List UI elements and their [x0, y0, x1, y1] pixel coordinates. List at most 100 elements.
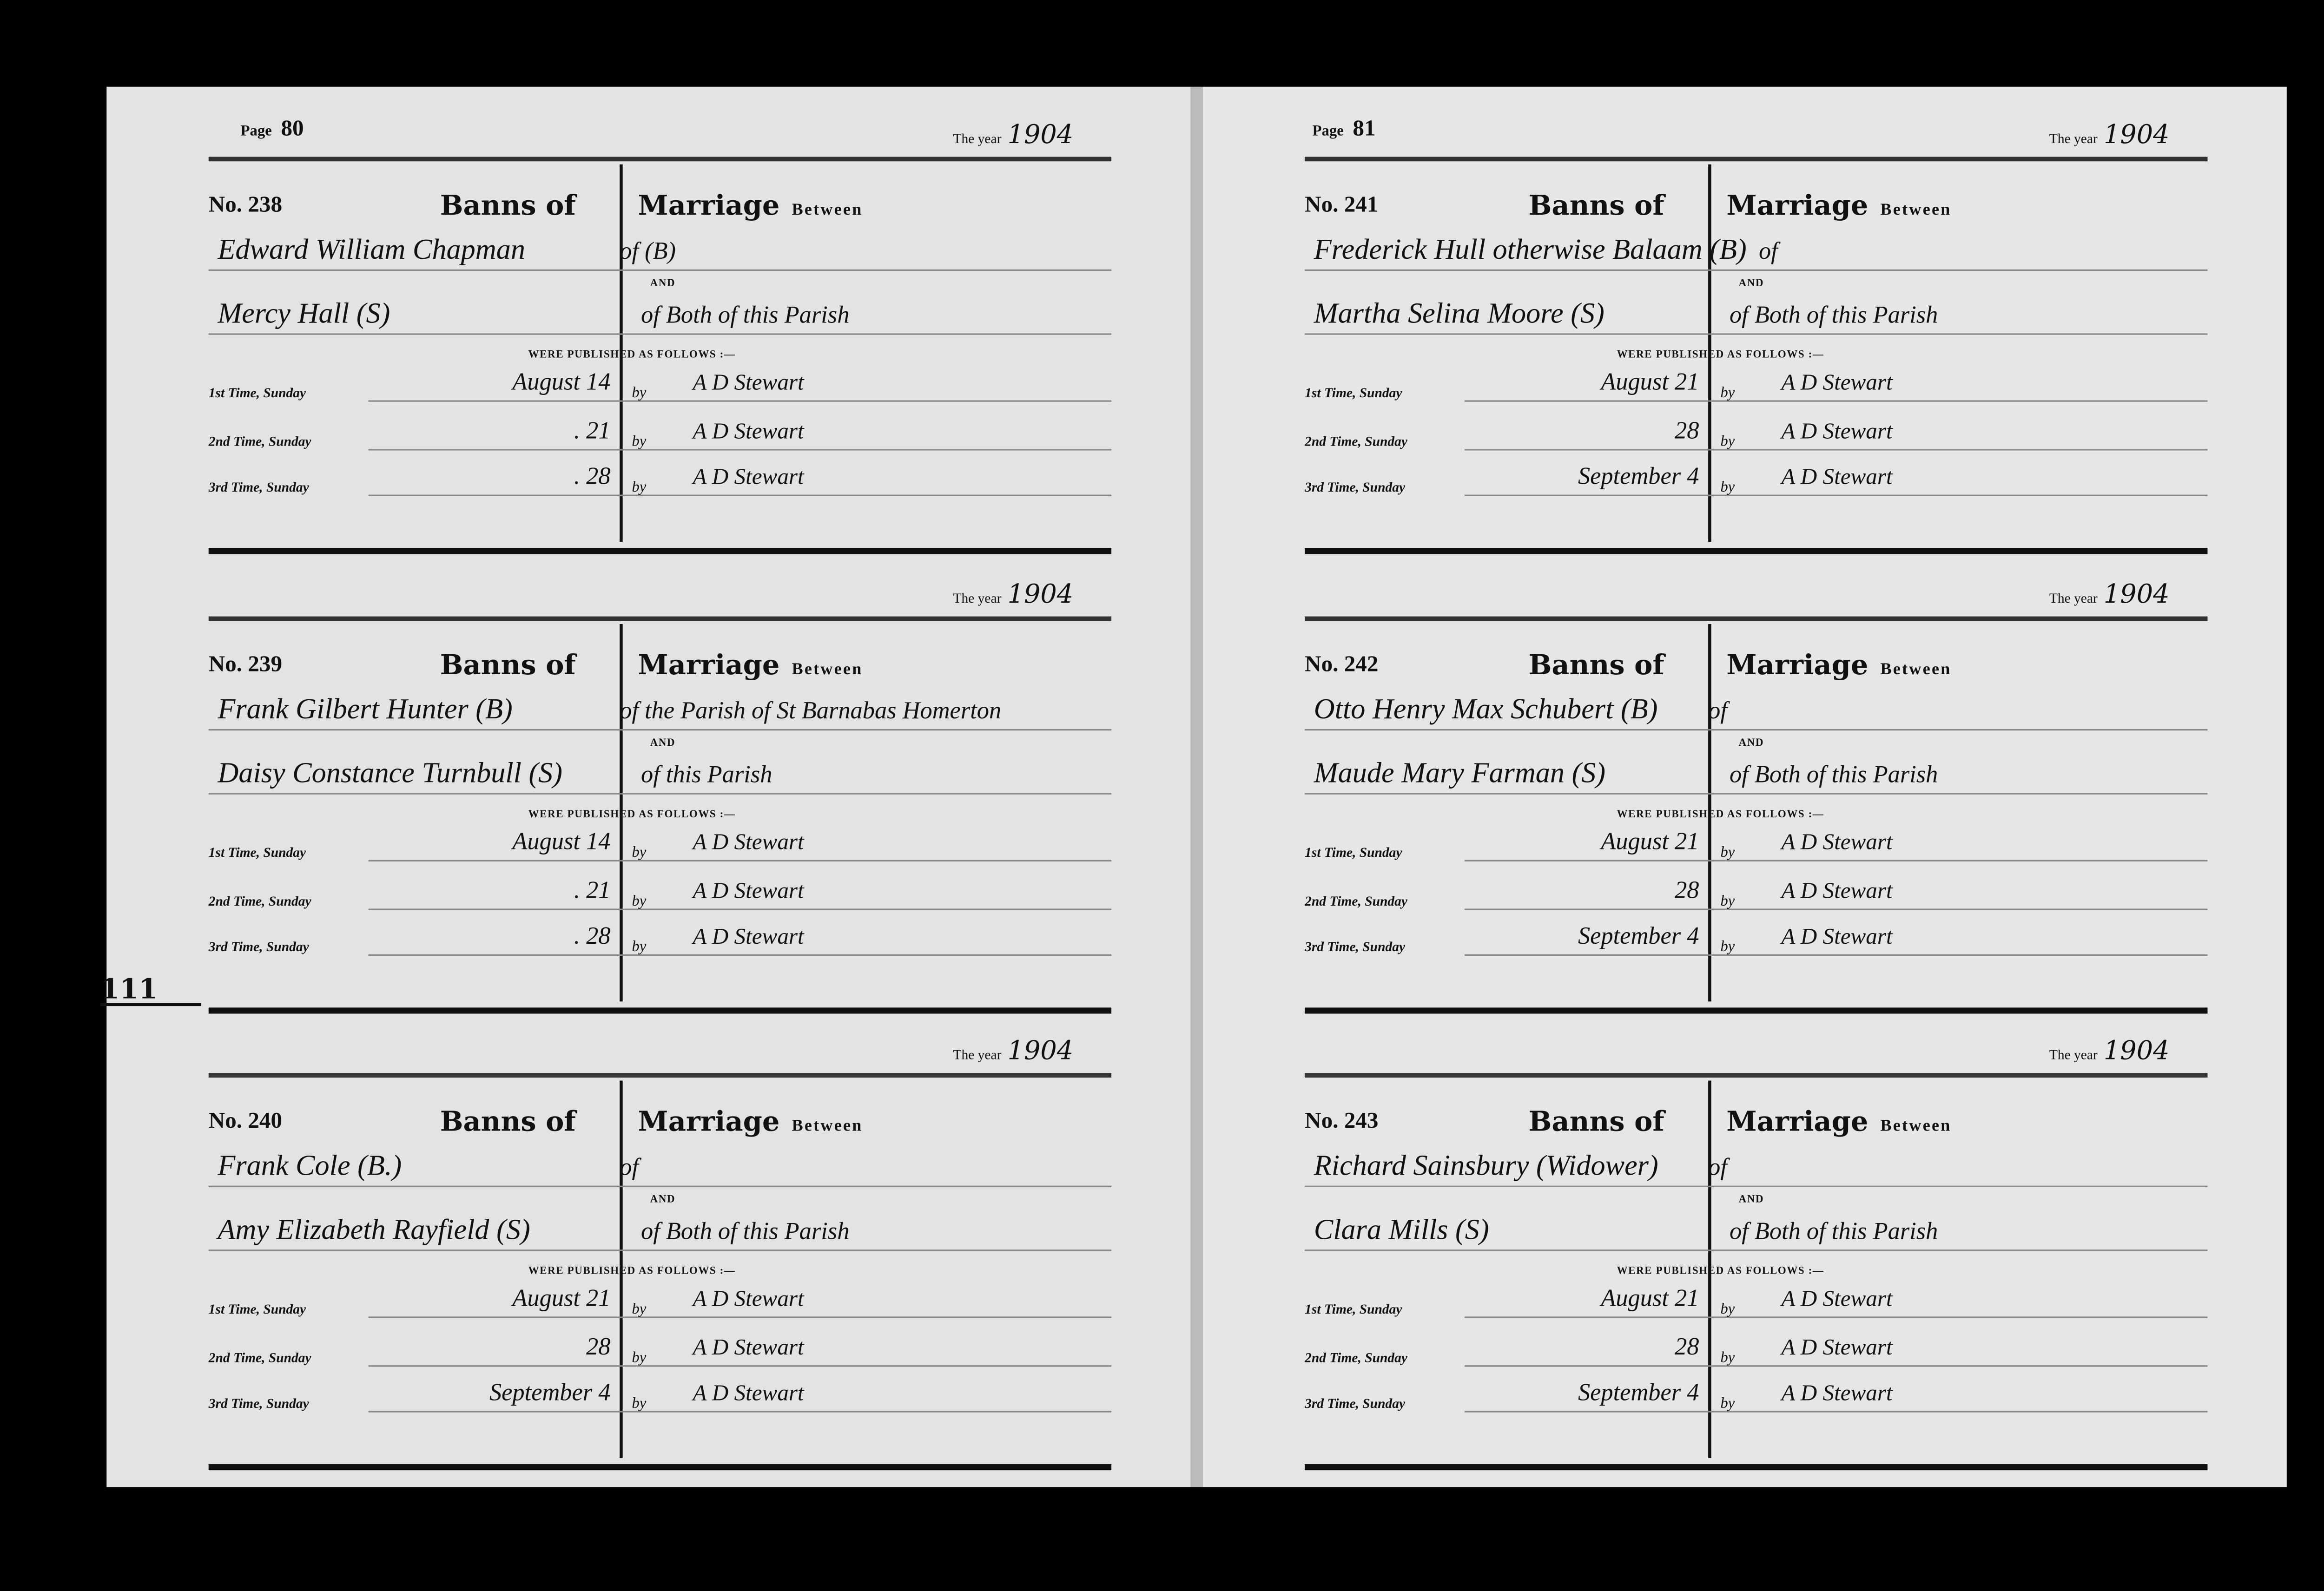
time-line [1465, 1365, 2208, 1367]
by-label: by [1720, 385, 1735, 402]
name-line [208, 269, 1112, 271]
book-spine [1190, 86, 1203, 1487]
officiant-name: A D Stewart [693, 1382, 804, 1407]
publication-date: August 21 [1601, 1286, 1699, 1312]
time-label: 1st Time, Sunday [208, 844, 306, 860]
and-label: AND [650, 1193, 676, 1206]
marriage-label: Marriage [1726, 1106, 1868, 1139]
by-label: by [632, 1301, 647, 1318]
time-label: 3rd Time, Sunday [208, 1395, 309, 1411]
and-label: AND [650, 736, 676, 749]
time-line [368, 1411, 1112, 1413]
time-line [368, 400, 1112, 402]
officiant-name: A D Stewart [1781, 925, 1893, 950]
and-label: AND [1738, 277, 1764, 289]
page-number: Page 80 [241, 117, 304, 143]
year-value: 1904 [1007, 120, 1074, 151]
banns-of-heading: Banns of [440, 650, 576, 682]
officiant-name: A D Stewart [1781, 831, 1893, 855]
by-label: by [632, 893, 647, 910]
between-label: Between [1880, 1117, 1952, 1136]
bride-parish: of Both of this Parish [640, 1219, 850, 1245]
between-label: Between [1880, 201, 1952, 219]
marriage-heading: Marriage Between [638, 1106, 863, 1138]
banns-of-heading: Banns of [1528, 1106, 1664, 1139]
top-rule [208, 1073, 1112, 1078]
entry-number: No. 240 [208, 1109, 283, 1134]
year-label: The year [953, 590, 1002, 606]
top-rule [1305, 1073, 2208, 1078]
time-line [1465, 908, 2208, 910]
year-label: The year [953, 1047, 1002, 1063]
time-line [1465, 400, 2208, 402]
column-divider [1708, 624, 1711, 1002]
and-label: AND [1738, 736, 1764, 749]
between-label: Between [792, 201, 863, 219]
by-label: by [1720, 1395, 1735, 1413]
between-label: Between [792, 660, 863, 679]
publication-date: . 28 [574, 464, 611, 490]
groom-row: Richard Sainsbury (Widower) of [1314, 1151, 1727, 1184]
year-line: The year 1904 [2049, 580, 2170, 611]
banns-entry: The year 1904 No. 238 Banns of Marriage Betwe… [208, 120, 1112, 613]
by-label: by [1720, 434, 1735, 451]
margin-mark: 111 [100, 974, 158, 1006]
entry-number: No. 238 [208, 193, 283, 218]
officiant-name: A D Stewart [1781, 420, 1893, 445]
time-line [368, 954, 1112, 956]
by-label: by [632, 1350, 647, 1367]
column-divider [1708, 1080, 1711, 1458]
marriage-label: Marriage [1726, 190, 1868, 223]
by-label: by [632, 939, 647, 956]
year-line: The year 1904 [2049, 120, 2170, 151]
published-label: WERE PUBLISHED AS FOLLOWS :— [1617, 1264, 1824, 1277]
publication-date: September 4 [1578, 464, 1699, 490]
officiant-name: A D Stewart [1781, 1336, 1893, 1361]
time-label: 3rd Time, Sunday [1305, 1395, 1406, 1411]
name-line [208, 1185, 1112, 1187]
bride-row: Martha Selina Moore (S) of Both of this P… [1314, 298, 1938, 332]
groom-row: Otto Henry Max Schubert (B) of [1314, 694, 1727, 728]
name-line [1305, 793, 2208, 795]
top-rule [208, 616, 1112, 621]
officiant-name: A D Stewart [693, 420, 804, 445]
page-label: Page [1312, 123, 1344, 140]
officiant-name: A D Stewart [693, 880, 804, 904]
name-line [1305, 269, 2208, 271]
officiant-name: A D Stewart [693, 831, 804, 855]
year-value: 1904 [2103, 120, 2170, 151]
publication-date: 28 [1675, 1335, 1699, 1361]
entry-number: No. 243 [1305, 1109, 1379, 1134]
time-label: 2nd Time, Sunday [208, 893, 311, 909]
banns-entry: The year 1904 No. 242 Banns of Marriage Betwe… [1305, 580, 2208, 1073]
bride-parish: of Both of this Parish [1729, 763, 1938, 789]
publication-date: 28 [1675, 878, 1699, 904]
left-page: Page 80 The year 1904 No. 238 Banns of Marria… [106, 86, 1191, 1487]
by-label: by [632, 434, 647, 451]
marriage-label: Marriage [638, 190, 780, 223]
time-label: 1st Time, Sunday [1305, 1301, 1402, 1317]
name-line [208, 793, 1112, 795]
column-divider [620, 1080, 623, 1458]
publication-date: August 21 [1601, 369, 1699, 396]
bride-parish: of Both of this Parish [1729, 302, 1938, 329]
groom-row: Frank Cole (B.) of [218, 1151, 639, 1184]
bride-name: Clara Mills (S) [1314, 1214, 1489, 1247]
time-line [368, 449, 1112, 451]
publication-date: August 21 [1601, 829, 1699, 855]
publication-date: 28 [586, 1335, 611, 1361]
banns-entry: The year 1904 No. 239 Banns of Marriage Betwe… [208, 580, 1112, 1073]
bride-name: Mercy Hall (S) [218, 298, 390, 330]
time-line [1465, 1411, 2208, 1413]
by-label: by [1720, 479, 1735, 496]
groom-row: Frank Gilbert Hunter (B) of the Parish of… [218, 694, 1001, 728]
time-label: 2nd Time, Sunday [1305, 1350, 1407, 1366]
year-line: The year 1904 [953, 1037, 1073, 1067]
officiant-name: A D Stewart [693, 1288, 804, 1312]
time-line [368, 1316, 1112, 1318]
officiant-name: A D Stewart [693, 371, 804, 396]
time-line [1465, 494, 2208, 496]
time-label: 2nd Time, Sunday [208, 1350, 311, 1366]
officiant-name: A D Stewart [1781, 466, 1893, 490]
entry-number: No. 239 [208, 653, 283, 677]
